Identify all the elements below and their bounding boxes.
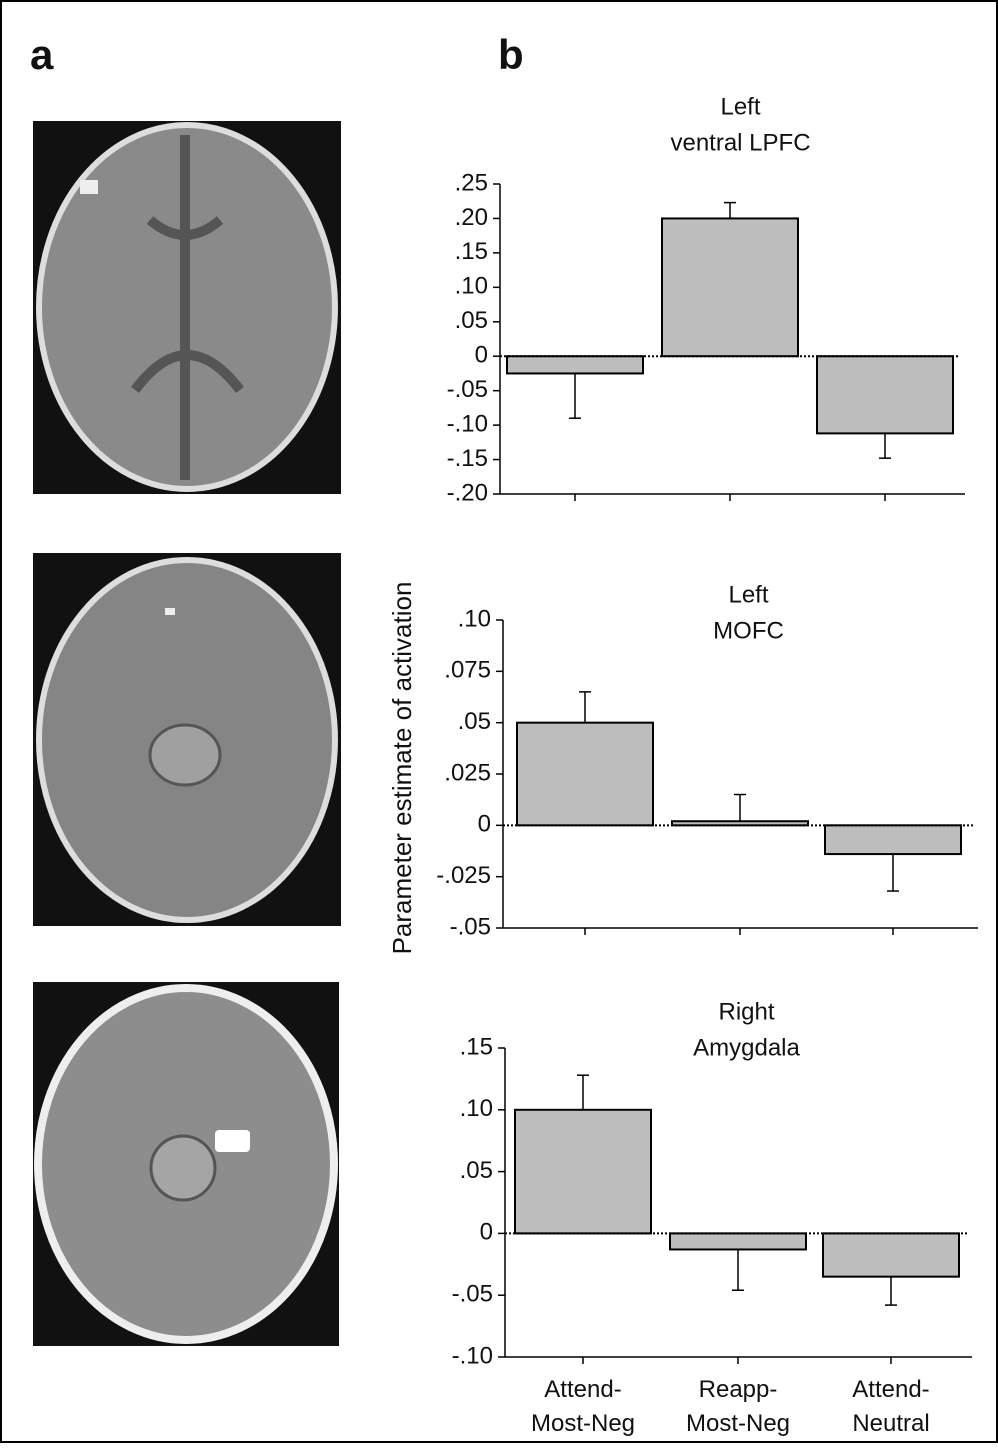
x-tick-label: Reapp-Most-Neg [686,1376,790,1437]
y-tick-label: -.15 [447,445,488,472]
bar [816,355,954,435]
y-tick-label: 0 [478,811,491,838]
y-tick-label: -.05 [450,913,491,940]
y-tick-label: .10 [458,605,491,632]
brain-image [33,982,339,1346]
bar [661,217,799,358]
chart-title: Amygdala [693,1034,800,1061]
chart-title: Left [720,93,760,120]
bar [822,1232,960,1278]
y-tick-label: .075 [444,657,491,684]
y-tick-label: -.025 [436,862,491,889]
brain-image [33,121,341,494]
y-tick-label: -.10 [452,1342,493,1369]
chart-title: MOFC [713,617,784,644]
panel-label: b [498,31,524,78]
y-tick-label: .05 [460,1157,493,1184]
chart-title: ventral LPFC [670,129,810,156]
y-tick-label: 0 [475,342,488,369]
y-tick-label: -.05 [447,376,488,403]
bar [514,1108,652,1235]
x-tick-label: Attend-Most-Neg [531,1376,635,1437]
bar [824,824,962,856]
x-tick-label: Attend-Neutral [852,1376,929,1437]
y-tick-label: .15 [460,1033,493,1060]
bar [516,721,654,827]
chart-title: Right [718,998,774,1025]
y-tick-label: -.05 [452,1281,493,1308]
y-tick-label: -.20 [447,479,488,506]
y-axis-label: Parameter estimate of activation [387,582,417,955]
y-tick-label: .05 [458,708,491,735]
y-tick-label: .05 [455,307,488,334]
y-tick-label: .10 [455,273,488,300]
brain-image [33,553,341,926]
panel-label: a [30,31,54,78]
bar [669,1232,807,1251]
y-tick-label: .20 [455,204,488,231]
y-tick-label: -.10 [447,410,488,437]
y-tick-label: .15 [455,238,488,265]
y-tick-label: .10 [460,1095,493,1122]
y-tick-label: .025 [444,759,491,786]
chart-title: Left [728,581,768,608]
bar [506,355,644,375]
y-tick-label: .25 [455,169,488,196]
y-tick-label: 0 [480,1219,493,1246]
